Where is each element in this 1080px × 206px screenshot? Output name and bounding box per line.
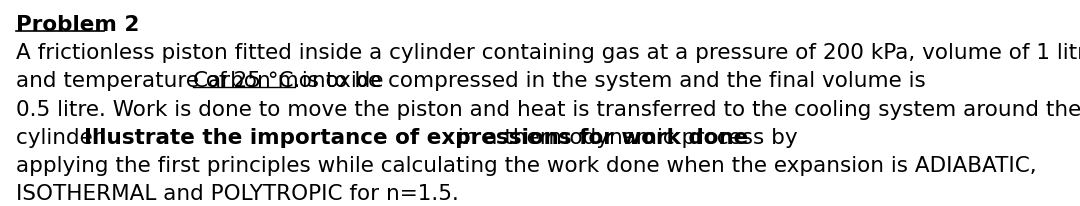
Text: Illustrate the importance of expressions for work done: Illustrate the importance of expressions… xyxy=(84,127,748,147)
Text: 0.5 litre. Work is done to move the piston and heat is transferred to the coolin: 0.5 litre. Work is done to move the pist… xyxy=(16,99,1080,119)
Text: in a thermodynamic process by: in a thermodynamic process by xyxy=(450,127,797,147)
Text: Carbon monoxide: Carbon monoxide xyxy=(192,71,383,91)
Text: cylinder.: cylinder. xyxy=(16,127,113,147)
Text: Problem 2: Problem 2 xyxy=(16,15,139,35)
Text: A frictionless piston fitted inside a cylinder containing gas at a pressure of 2: A frictionless piston fitted inside a cy… xyxy=(16,43,1080,63)
Text: applying the first principles while calculating the work done when the expansion: applying the first principles while calc… xyxy=(16,155,1037,175)
Text: and temperature of 25 °C.: and temperature of 25 °C. xyxy=(16,71,308,91)
Text: ISOTHERMAL and POLYTROPIC for n=1.5.: ISOTHERMAL and POLYTROPIC for n=1.5. xyxy=(16,183,459,203)
Text: is to be compressed in the system and the final volume is: is to be compressed in the system and th… xyxy=(295,71,926,91)
